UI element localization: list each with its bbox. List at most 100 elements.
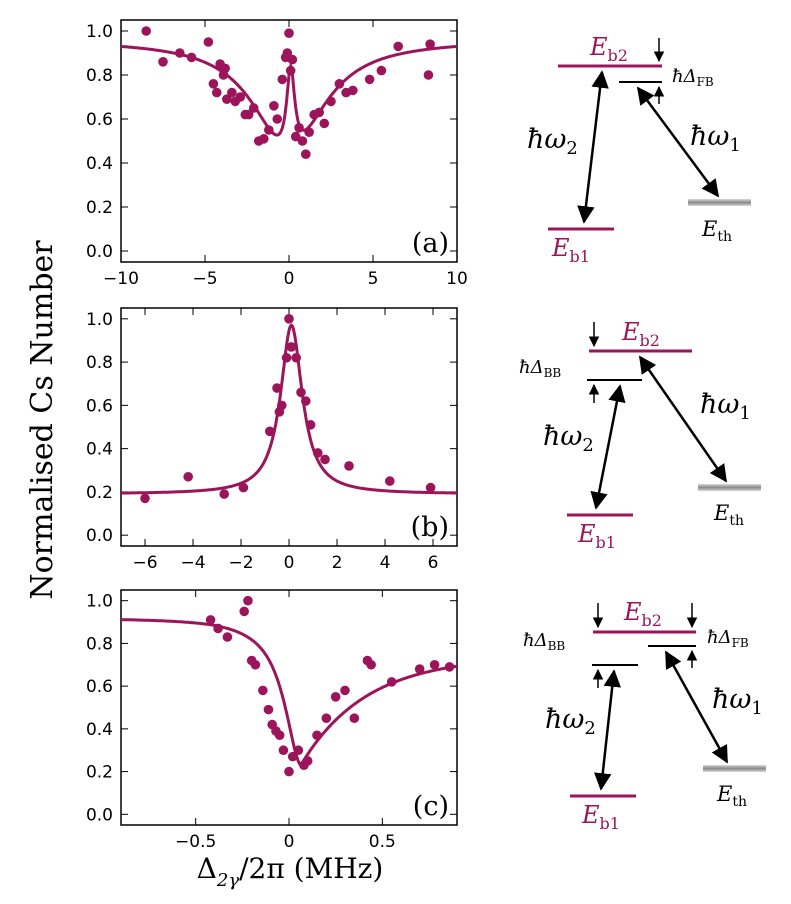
data-point	[205, 615, 216, 625]
data-point	[291, 352, 302, 363]
data-point	[385, 476, 395, 486]
data-point	[219, 489, 229, 499]
data-point	[414, 664, 425, 674]
x-tick-label: 2	[332, 553, 343, 573]
x-tick-label: 0.5	[369, 832, 396, 852]
y-tick-label: 0.8	[86, 353, 113, 373]
y-tick-label: 0.4	[86, 440, 113, 460]
fit-curve	[121, 323, 457, 495]
data-point	[248, 103, 259, 113]
data-point	[319, 118, 330, 129]
y-tick-label: 0.2	[86, 483, 113, 503]
y-tick-label: 1.0	[86, 310, 113, 330]
chart-panel-c: −0.5 0 0.5 0.0 0.2 0.4 0.6 0.8 1.0 (c)	[86, 589, 458, 852]
data-point	[376, 65, 387, 76]
label-omega1: ħω1	[712, 684, 763, 719]
data-point	[208, 79, 219, 89]
data-point	[277, 74, 288, 85]
data-point	[340, 685, 350, 696]
energy-diagram-a: Eb2 Eb1 Eth ħω2 ħω1 ħΔFB	[527, 33, 751, 266]
y-axis-label: Normalised Cs Number	[25, 240, 60, 600]
data-point	[344, 461, 354, 471]
data-point	[284, 28, 294, 38]
data-point	[274, 730, 285, 741]
data-point	[293, 745, 304, 756]
data-point	[158, 57, 168, 67]
data-point	[297, 136, 308, 146]
label-delta-fb: ħΔFB	[707, 627, 749, 650]
fit-curve	[121, 618, 458, 769]
data-point	[429, 659, 440, 670]
data-point	[349, 713, 360, 723]
data-point	[304, 127, 314, 137]
data-point	[250, 659, 261, 670]
data-point	[140, 493, 150, 504]
chart-panel-a: −10 −5 0 5 10 0.0 0.2 0.4 0.6 0.8 1.0 (a)	[86, 19, 468, 289]
y-tick-label: 1.0	[86, 592, 113, 612]
data-point	[425, 482, 436, 493]
x-tick-label: 10	[446, 269, 468, 289]
energy-diagram-b: Eb2 Eb1 Eth ħω2 ħω1 ħΔBB	[519, 318, 761, 552]
y-tick-label: 0.0	[86, 805, 113, 825]
label-eth: Eth	[713, 501, 744, 529]
data-point	[330, 692, 341, 702]
panel-label: (c)	[413, 791, 449, 822]
data-point	[269, 101, 279, 111]
label-eb2: Eb2	[589, 33, 628, 65]
y-tick-label: 0.4	[86, 154, 113, 174]
data-point	[222, 94, 232, 104]
data-point	[320, 454, 330, 465]
arrow-omega1	[664, 650, 729, 764]
data-point	[313, 448, 323, 458]
data-point	[305, 420, 316, 430]
data-point	[235, 92, 246, 102]
label-omega1: ħω1	[700, 389, 751, 424]
y-tick-label: 0.0	[86, 526, 113, 546]
threshold-level	[703, 765, 766, 772]
label-delta-bb: ħΔBB	[523, 630, 565, 653]
y-tick-label: 0.4	[86, 720, 113, 740]
data-point	[238, 482, 249, 493]
data-point	[314, 107, 325, 118]
panel-label: (a)	[412, 228, 449, 259]
label-eb1: Eb1	[577, 520, 616, 552]
x-tick-label: −10	[103, 269, 139, 289]
y-tick-label: 0.6	[86, 677, 113, 697]
data-point	[287, 751, 298, 762]
x-tick-label: 0	[284, 269, 295, 289]
x-tick-label: 4	[380, 553, 391, 573]
data-point	[243, 595, 253, 606]
y-tick-label: 0.0	[86, 242, 113, 262]
data-point	[203, 37, 214, 47]
x-tick-label: −6	[132, 553, 157, 573]
x-tick-label: 6	[428, 553, 439, 573]
arrow-omega2	[590, 384, 626, 510]
threshold-level	[688, 199, 751, 206]
data-point	[296, 387, 306, 398]
x-tick-label: 0	[284, 832, 295, 852]
label-eb2: Eb2	[623, 598, 662, 630]
y-tick-label: 0.8	[86, 66, 113, 86]
label-delta-fb: ħΔFB	[672, 66, 714, 89]
x-tick-label: −4	[180, 553, 205, 573]
data-point	[284, 314, 294, 324]
data-point	[211, 87, 222, 98]
data-point	[366, 659, 376, 670]
data-point	[239, 606, 249, 617]
data-point	[423, 70, 434, 80]
data-point	[264, 125, 274, 135]
data-point	[278, 745, 289, 756]
arrow-omega2	[577, 70, 609, 224]
plot-frame	[120, 589, 458, 826]
data-point	[444, 662, 455, 672]
label-omega2: ħω2	[545, 704, 596, 739]
data-point	[348, 85, 358, 96]
label-eb2: Eb2	[621, 318, 660, 350]
energy-diagram-c: Eb2 Eb1 Eth ħω2 ħω1 ħΔBB ħΔFB	[523, 598, 766, 833]
data-point	[301, 396, 311, 406]
label-eb1: Eb1	[581, 801, 620, 833]
data-point	[213, 623, 223, 634]
data-point	[258, 685, 268, 696]
label-omega1: ħω1	[690, 121, 741, 156]
arrow-omega2	[594, 669, 621, 791]
